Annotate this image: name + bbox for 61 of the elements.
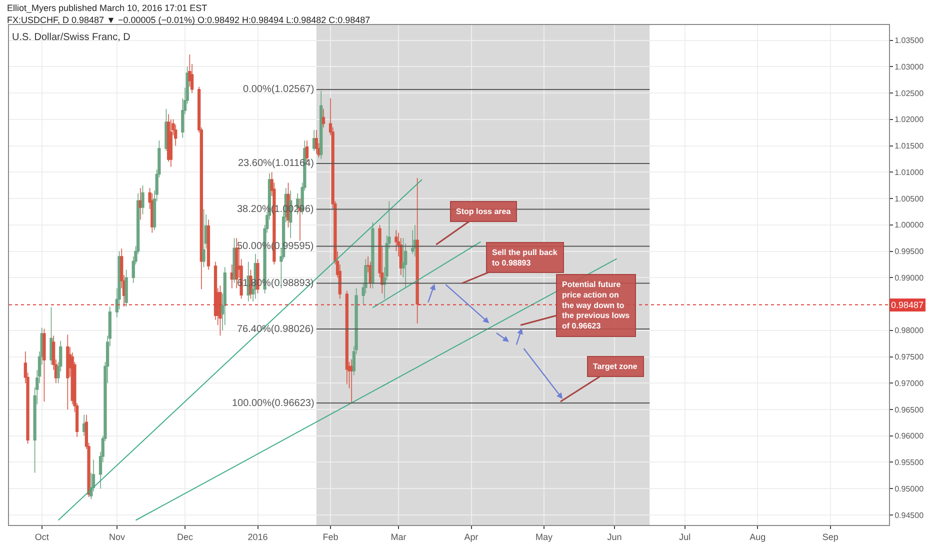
y-tick-label: 1.02000 (894, 115, 924, 124)
x-tick-label: Nov (108, 532, 126, 542)
y-tick-label: 1.03000 (894, 62, 924, 72)
ref-line-label: 0.00%(1.02567) (243, 84, 314, 95)
text: U.S. Dollar/Swiss Franc, D (12, 32, 130, 43)
candlestick (124, 269, 128, 308)
y-tick-label: 1.01500 (894, 142, 924, 151)
annotation: Stop loss area (456, 207, 512, 216)
candlestick (42, 328, 46, 402)
x-tick-label: Sep (822, 532, 838, 542)
annotation: Sell the pull back to 0.98893 (492, 248, 558, 268)
candlestick (141, 184, 144, 215)
candlestick (312, 130, 316, 152)
y-tick-label: 1.01000 (894, 168, 924, 177)
y-tick-label: 0.99000 (894, 273, 924, 282)
y-tick-label: 0.99500 (894, 247, 924, 256)
y-tick-label: 0.97000 (894, 378, 924, 388)
x-tick-label: Dec (176, 532, 194, 542)
y-tick-label: 0.96500 (894, 405, 924, 414)
candlestick (416, 178, 419, 324)
y-tick-label: 0.94500 (894, 510, 924, 520)
candlestick (218, 285, 222, 336)
candlestick (371, 222, 374, 289)
candlestick (345, 290, 348, 385)
x-tick-label: Jun (607, 532, 622, 542)
candlestick (314, 130, 318, 154)
y-tick-label: 1.02500 (894, 88, 924, 98)
y-tick-label: 1.03500 (894, 36, 924, 46)
y-tick-label: 1.00500 (894, 194, 924, 204)
x-tick-label: May (536, 532, 554, 542)
candlestick (206, 219, 210, 270)
y-tick-label: 1.00000 (894, 220, 924, 230)
x-tick-label: Apr (464, 532, 478, 542)
candlestick (320, 90, 323, 160)
x-tick-label: 2016 (248, 532, 268, 542)
candlestick (66, 334, 70, 410)
annotation: Target zone (593, 362, 638, 371)
x-tick-label: Feb (322, 532, 338, 542)
candlestick (230, 264, 234, 289)
x-tick-label: Aug (750, 532, 766, 542)
candlestick (350, 358, 354, 404)
candlestick (50, 306, 53, 366)
candlestick (322, 108, 326, 128)
ref-line-label: 0.98487 (891, 300, 924, 310)
y-tick-label: 0.95000 (894, 484, 924, 494)
candlestick (413, 224, 417, 257)
y-tick-label: 0.95500 (894, 458, 924, 468)
candlestick (235, 238, 238, 289)
text: FX:USDCHF, D 0.98487 ▼ −0.00005 (−0.01%) O:0.98492 H:0.98494 L:0.98482 C:0.98487 (7, 15, 370, 25)
ref-line-label: 100.00%(0.96623) (232, 398, 314, 409)
x-tick-label: Oct (34, 532, 50, 542)
candlestick (202, 208, 206, 268)
y-tick-label: 0.98000 (894, 326, 924, 336)
y-tick-label: 0.97500 (894, 352, 924, 362)
candlestick (138, 188, 142, 220)
text: Elliot_Myers published March 10, 2016 17:01 EST (7, 3, 208, 13)
x-tick-label: Mar (390, 532, 406, 542)
annotation: Potential future price action on the way down to the previous lows of 0.96623 (562, 280, 630, 331)
candlestick (82, 414, 86, 436)
y-tick-label: 0.96000 (894, 432, 924, 441)
x-tick-label: Jul (679, 532, 691, 542)
